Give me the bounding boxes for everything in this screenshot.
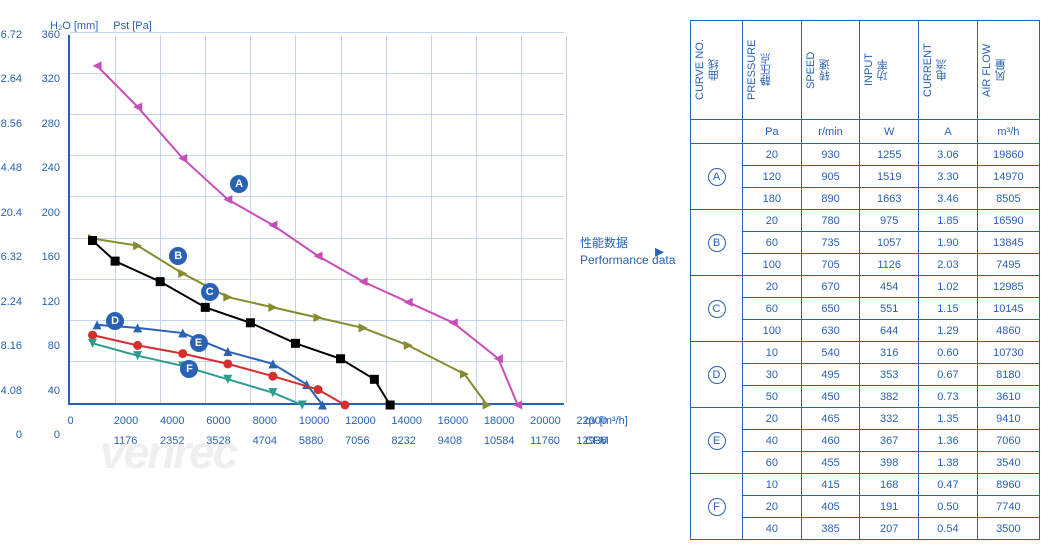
x-unit-cfm: CFM (585, 435, 609, 447)
watermark: venrec (100, 425, 236, 479)
x-unit-qv: qv [m³/h] (585, 415, 628, 427)
y-label-pst: Pst [Pa] (113, 20, 152, 32)
curve-badge-C: C (201, 283, 219, 301)
curve-badge-E: E (190, 334, 208, 352)
curves-svg (70, 35, 564, 403)
perf-label-cn: 性能数据 (580, 236, 628, 250)
data-table-panel: CURVE NO.曲线PRESSURE静压点SPEED转速INPUT功率CURR… (690, 20, 1040, 540)
arrow-icon: ▸ (655, 241, 664, 262)
y-axis-h2o: 36.7232.6428.5624.4820.416.3212.248.164.… (0, 35, 22, 435)
chart-panel: H₂O [mm] Pst [Pa] 36.7232.6428.5624.4820… (0, 0, 580, 557)
curve-badge-F: F (180, 360, 198, 378)
y-axis-pa: 36032028024020016012080400 (34, 35, 60, 435)
y-axis-labels: H₂O [mm] Pst [Pa] (50, 20, 570, 32)
curve-badge-D: D (106, 312, 124, 330)
curve-badge-A: A (230, 175, 248, 193)
curve-badge-B: B (169, 247, 187, 265)
plot-area: A BC D EF (68, 35, 564, 405)
performance-data-table: CURVE NO.曲线PRESSURE静压点SPEED转速INPUT功率CURR… (690, 20, 1040, 540)
